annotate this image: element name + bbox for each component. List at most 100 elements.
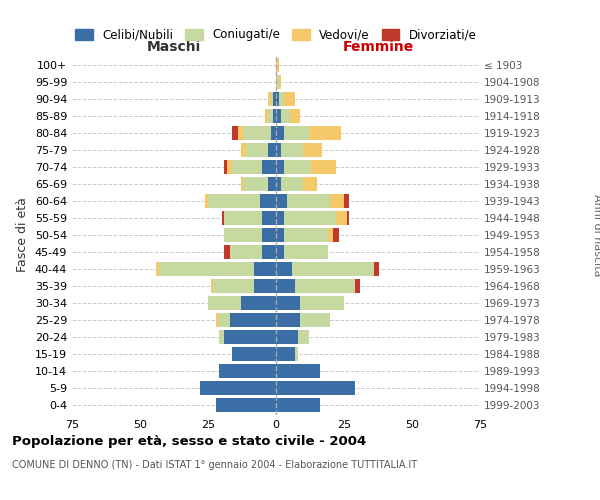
Bar: [241, 177, 244, 191]
Bar: [276, 347, 295, 361]
Bar: [279, 75, 281, 89]
Text: Femmine: Femmine: [343, 40, 413, 54]
Bar: [265, 109, 268, 123]
Bar: [246, 143, 268, 157]
Bar: [295, 347, 298, 361]
Bar: [208, 194, 260, 208]
Bar: [281, 177, 303, 191]
Bar: [262, 245, 276, 259]
Bar: [262, 211, 276, 225]
Bar: [276, 126, 284, 140]
Bar: [347, 211, 349, 225]
Bar: [221, 211, 224, 225]
Bar: [374, 262, 379, 276]
Bar: [273, 92, 276, 106]
Bar: [157, 262, 159, 276]
Text: Maschi: Maschi: [147, 40, 201, 54]
Bar: [219, 364, 276, 378]
Bar: [303, 177, 317, 191]
Bar: [230, 245, 262, 259]
Bar: [301, 313, 331, 327]
Bar: [254, 262, 276, 276]
Bar: [241, 296, 276, 310]
Bar: [208, 296, 241, 310]
Bar: [276, 211, 284, 225]
Bar: [276, 109, 281, 123]
Bar: [276, 364, 320, 378]
Y-axis label: Fasce di età: Fasce di età: [16, 198, 29, 272]
Bar: [333, 228, 338, 242]
Bar: [276, 194, 287, 208]
Bar: [260, 194, 276, 208]
Bar: [224, 330, 276, 344]
Bar: [224, 245, 230, 259]
Bar: [281, 143, 303, 157]
Bar: [281, 109, 290, 123]
Bar: [284, 211, 336, 225]
Bar: [336, 211, 347, 225]
Bar: [214, 279, 254, 293]
Bar: [244, 177, 268, 191]
Bar: [238, 126, 244, 140]
Bar: [301, 296, 344, 310]
Bar: [232, 160, 262, 174]
Bar: [276, 228, 284, 242]
Bar: [276, 245, 284, 259]
Bar: [219, 330, 224, 344]
Bar: [254, 279, 276, 293]
Bar: [216, 398, 276, 412]
Bar: [230, 313, 276, 327]
Bar: [232, 347, 276, 361]
Bar: [219, 313, 230, 327]
Bar: [284, 245, 328, 259]
Bar: [276, 279, 295, 293]
Bar: [276, 177, 281, 191]
Bar: [227, 160, 232, 174]
Bar: [276, 296, 301, 310]
Bar: [344, 194, 349, 208]
Bar: [276, 92, 279, 106]
Bar: [292, 262, 374, 276]
Bar: [276, 381, 355, 395]
Bar: [279, 92, 284, 106]
Bar: [303, 143, 322, 157]
Bar: [276, 330, 298, 344]
Bar: [268, 92, 271, 106]
Bar: [262, 228, 276, 242]
Bar: [276, 58, 279, 72]
Legend: Celibi/Nubili, Coniugati/e, Vedovi/e, Divorziati/e: Celibi/Nubili, Coniugati/e, Vedovi/e, Di…: [72, 25, 480, 45]
Bar: [268, 109, 273, 123]
Bar: [284, 160, 311, 174]
Bar: [211, 279, 214, 293]
Bar: [224, 211, 262, 225]
Bar: [287, 194, 331, 208]
Bar: [224, 228, 262, 242]
Bar: [295, 279, 355, 293]
Bar: [268, 143, 276, 157]
Bar: [311, 160, 336, 174]
Bar: [284, 92, 295, 106]
Bar: [216, 313, 219, 327]
Bar: [205, 194, 208, 208]
Bar: [271, 92, 273, 106]
Bar: [276, 143, 281, 157]
Bar: [276, 75, 279, 89]
Bar: [276, 313, 301, 327]
Bar: [276, 160, 284, 174]
Bar: [271, 126, 276, 140]
Bar: [273, 109, 276, 123]
Bar: [355, 279, 361, 293]
Bar: [200, 381, 276, 395]
Bar: [328, 228, 333, 242]
Bar: [308, 126, 341, 140]
Bar: [331, 194, 344, 208]
Bar: [241, 143, 246, 157]
Bar: [262, 160, 276, 174]
Bar: [224, 160, 227, 174]
Bar: [276, 398, 320, 412]
Text: COMUNE DI DENNO (TN) - Dati ISTAT 1° gennaio 2004 - Elaborazione TUTTITALIA.IT: COMUNE DI DENNO (TN) - Dati ISTAT 1° gen…: [12, 460, 417, 470]
Bar: [290, 109, 301, 123]
Bar: [284, 126, 308, 140]
Text: Popolazione per età, sesso e stato civile - 2004: Popolazione per età, sesso e stato civil…: [12, 435, 366, 448]
Bar: [159, 262, 254, 276]
